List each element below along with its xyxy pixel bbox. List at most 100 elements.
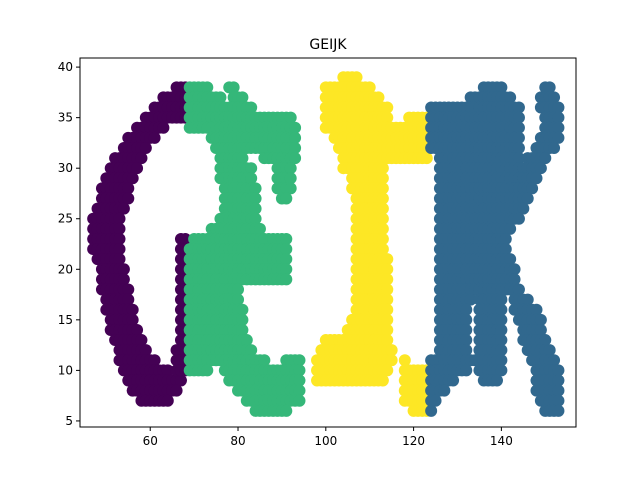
data-point <box>512 141 525 154</box>
data-point <box>113 232 126 245</box>
data-point <box>236 303 249 316</box>
data-point <box>460 344 473 357</box>
data-point <box>495 354 508 367</box>
data-point <box>161 364 174 377</box>
data-point <box>512 131 525 144</box>
data-point <box>293 364 306 377</box>
data-point <box>135 334 148 347</box>
data-point <box>543 81 556 94</box>
data-point <box>289 152 302 165</box>
data-point <box>381 323 394 336</box>
data-point <box>552 111 565 124</box>
data-point <box>126 313 139 326</box>
data-point <box>236 91 249 104</box>
data-point <box>201 81 214 94</box>
data-point <box>179 232 192 245</box>
data-point <box>534 323 547 336</box>
data-point <box>122 192 135 205</box>
data-point <box>280 232 293 245</box>
data-point <box>284 162 297 175</box>
data-point <box>131 323 144 336</box>
data-point <box>113 212 126 225</box>
data-point <box>534 313 547 326</box>
data-point <box>552 101 565 114</box>
data-point <box>548 91 561 104</box>
data-point <box>381 364 394 377</box>
data-point <box>381 111 394 124</box>
data-point <box>236 313 249 326</box>
data-point <box>131 162 144 175</box>
data-point <box>530 172 543 185</box>
data-point <box>249 192 262 205</box>
data-point <box>284 111 297 124</box>
data-point <box>232 293 245 306</box>
data-point <box>534 162 547 175</box>
data-point <box>460 313 473 326</box>
data-point <box>117 263 130 276</box>
data-point <box>376 172 389 185</box>
data-point <box>499 243 512 256</box>
data-point <box>464 293 477 306</box>
data-point <box>139 344 152 357</box>
data-point <box>139 141 152 154</box>
data-point <box>350 71 363 84</box>
data-point <box>495 81 508 94</box>
data-point <box>148 354 161 367</box>
data-point <box>113 253 126 266</box>
chart-title: GEIJK <box>309 37 347 53</box>
data-point <box>381 283 394 296</box>
data-point <box>447 374 460 387</box>
data-point <box>113 243 126 256</box>
data-point <box>174 374 187 387</box>
data-point <box>293 384 306 397</box>
data-point <box>126 172 139 185</box>
x-tick-label: 140 <box>490 434 513 448</box>
data-point <box>236 323 249 336</box>
data-point <box>521 293 534 306</box>
data-point <box>504 253 517 266</box>
data-points <box>87 71 565 417</box>
y-tick-label: 5 <box>65 414 73 428</box>
plot-frame <box>79 57 577 428</box>
y-tick-label: 35 <box>58 111 73 125</box>
data-point <box>280 192 293 205</box>
data-point <box>508 273 521 286</box>
data-point <box>385 354 398 367</box>
data-point <box>376 243 389 256</box>
data-point <box>376 212 389 225</box>
data-point <box>122 283 135 296</box>
data-point <box>245 344 258 357</box>
data-point <box>245 162 258 175</box>
data-point <box>495 313 508 326</box>
data-point <box>495 323 508 336</box>
data-point <box>376 232 389 245</box>
data-point <box>284 182 297 195</box>
data-point <box>122 293 135 306</box>
data-point <box>249 182 262 195</box>
data-point <box>280 404 293 417</box>
data-point <box>381 273 394 286</box>
data-point <box>512 152 525 165</box>
data-point <box>240 334 253 347</box>
data-point <box>293 374 306 387</box>
data-point <box>420 152 433 165</box>
data-point <box>280 243 293 256</box>
x-tick-label: 80 <box>230 434 245 448</box>
data-point <box>258 354 271 367</box>
x-tick-label: 60 <box>143 434 158 448</box>
data-point <box>512 111 525 124</box>
data-point <box>249 212 262 225</box>
data-point <box>508 263 521 276</box>
data-point <box>552 404 565 417</box>
data-point <box>512 121 525 134</box>
data-point <box>148 131 161 144</box>
data-point <box>161 394 174 407</box>
data-point <box>289 131 302 144</box>
data-point <box>381 253 394 266</box>
data-point <box>249 202 262 215</box>
data-point <box>381 293 394 306</box>
x-tick-label: 120 <box>402 434 425 448</box>
y-tick-label: 25 <box>58 212 73 226</box>
data-point <box>552 121 565 134</box>
